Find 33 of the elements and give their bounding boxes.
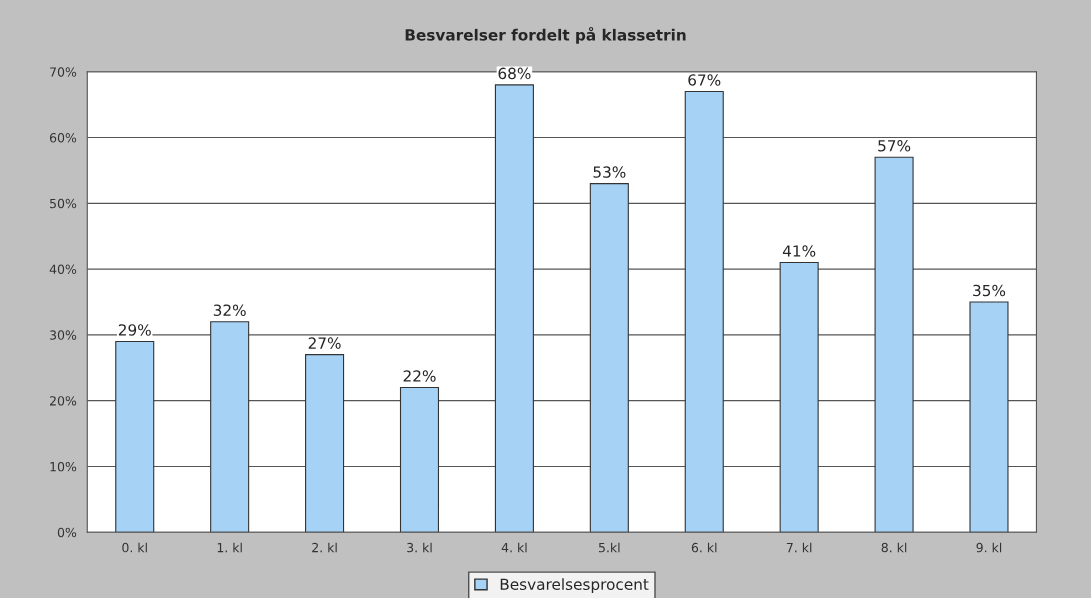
x-tick-label: 0. kl <box>122 542 147 553</box>
x-tick-label: 4. kl <box>501 542 527 553</box>
data-label: 57% <box>878 139 911 152</box>
y-tick-label: 40% <box>49 264 77 275</box>
data-label: 53% <box>593 166 626 178</box>
data-label: 68% <box>498 67 531 80</box>
x-tick-label: 3. kl <box>407 542 432 553</box>
legend-label: Besvarelsesprocent <box>500 578 649 593</box>
bar <box>115 340 155 533</box>
data-label: 41% <box>782 245 816 257</box>
y-tick-label: 70% <box>50 67 77 77</box>
x-tick-label: 2. kl <box>312 542 337 553</box>
x-tick-label: 7. kl <box>786 542 812 553</box>
x-tick-label: 8. kl <box>881 542 907 553</box>
y-tick-label: 10% <box>50 461 77 472</box>
data-label: 22% <box>403 370 436 382</box>
x-tick-label: 5.kl <box>598 542 620 553</box>
y-tick-label: 30% <box>50 330 77 340</box>
data-label: 27% <box>308 337 341 349</box>
x-tick-label: 6. kl <box>691 542 717 553</box>
y-tick-label: 0% <box>57 527 77 538</box>
data-label: 29% <box>118 324 151 336</box>
bar <box>494 84 534 533</box>
data-label: 32% <box>213 304 246 316</box>
x-tick-label: 1. kl <box>217 542 242 553</box>
chart-title: Besvarelser fordelt på klassetrin <box>405 26 686 44</box>
data-label: 35% <box>973 284 1006 297</box>
bar <box>969 301 1009 533</box>
y-tick-label: 20% <box>50 396 77 406</box>
y-tick-label: 60% <box>49 133 77 143</box>
data-label: 67% <box>688 74 721 86</box>
x-tick-label: 9. kl <box>976 542 1002 553</box>
y-tick-label: 50% <box>50 198 77 209</box>
